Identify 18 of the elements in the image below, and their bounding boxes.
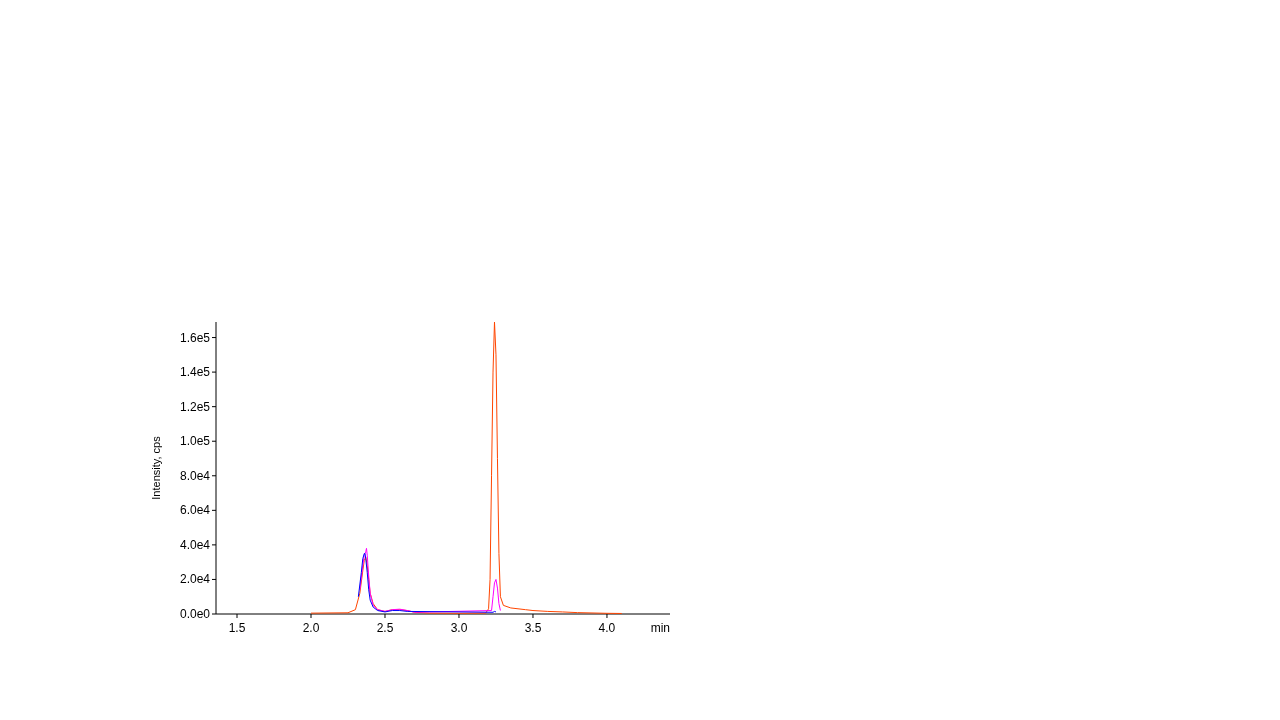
y-tick-label: 1.6e5 (179, 330, 211, 345)
y-tick-label: 4.0e4 (179, 537, 211, 552)
y-tick-label: 0.0e0 (179, 607, 211, 621)
y-tick-label: 1.4e5 (179, 365, 211, 380)
y-tick-label: 6.0e4 (179, 503, 211, 518)
y-tick-label: 2.0e4 (179, 572, 211, 587)
x-tick-label: 2.5 (376, 621, 394, 635)
y-axis-title: Intensity, cps (150, 435, 162, 500)
x-tick-label: 1.5 (228, 621, 246, 635)
line-series (310, 321, 623, 614)
x-tick-label: 2.0 (302, 621, 320, 635)
x-tick-label: 3.5 (524, 621, 542, 635)
y-tick-label: 1.2e5 (179, 399, 211, 414)
x-axis-title: min (650, 621, 670, 635)
y-tick-label: 1.0e5 (179, 434, 211, 449)
x-tick-label: 4.0 (598, 621, 616, 635)
y-tick-label: 8.0e4 (179, 468, 211, 483)
x-tick-label: 3.0 (450, 621, 468, 635)
